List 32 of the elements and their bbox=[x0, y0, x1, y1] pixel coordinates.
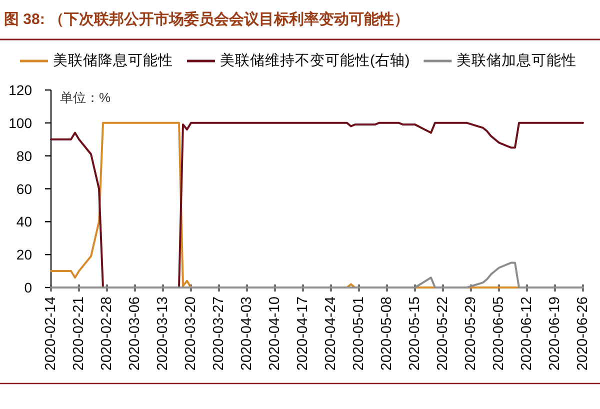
y-tick-label: 120 bbox=[8, 82, 32, 98]
legend-label: 美联储加息可能性 bbox=[456, 52, 577, 69]
x-tick-label: 2020-03-20 bbox=[183, 296, 199, 371]
x-tick-label: 2020-02-28 bbox=[99, 296, 115, 371]
x-tick-label: 2020-06-19 bbox=[547, 296, 563, 371]
x-tick-label: 2020-05-08 bbox=[379, 296, 395, 371]
x-tick-label: 2020-04-24 bbox=[323, 296, 339, 371]
y-tick-label: 60 bbox=[16, 180, 32, 197]
x-tick-label: 2020-04-03 bbox=[239, 296, 255, 371]
legend-label: 美联储降息可能性 bbox=[53, 52, 173, 69]
x-tick-label: 2020-03-27 bbox=[211, 296, 227, 371]
x-tick-label: 2020-05-22 bbox=[435, 296, 451, 371]
y-tick-label: 0 bbox=[24, 280, 32, 296]
x-tick-label: 2020-03-13 bbox=[155, 296, 171, 371]
x-tick-label: 2020-04-10 bbox=[267, 296, 283, 371]
x-tick-label: 2020-03-06 bbox=[127, 296, 143, 371]
chart-title: 图 38: （下次联邦公开市场委员会会议目标利率变动可能性） bbox=[4, 10, 410, 28]
x-tick-label: 2020-05-01 bbox=[351, 296, 367, 371]
y-tick-label: 40 bbox=[16, 214, 32, 230]
x-tick-label: 2020-02-21 bbox=[71, 296, 87, 371]
x-tick-label: 2020-06-05 bbox=[491, 296, 507, 371]
x-tick-label: 2020-05-15 bbox=[407, 296, 423, 371]
x-tick-label: 2020-05-29 bbox=[463, 296, 479, 371]
y-tick-label: 80 bbox=[16, 148, 32, 164]
x-tick-label: 2020-02-14 bbox=[43, 296, 59, 371]
annotation: 单位：% bbox=[60, 90, 111, 105]
x-tick-label: 2020-06-12 bbox=[519, 296, 535, 371]
x-tick-label: 2020-04-17 bbox=[295, 296, 311, 371]
legend-label: 美联储维持不变可能性(右轴) bbox=[220, 52, 410, 69]
x-tick-label: 2020-06-26 bbox=[575, 296, 591, 371]
y-tick-label: 20 bbox=[16, 246, 32, 263]
y-tick-label: 100 bbox=[8, 114, 32, 131]
